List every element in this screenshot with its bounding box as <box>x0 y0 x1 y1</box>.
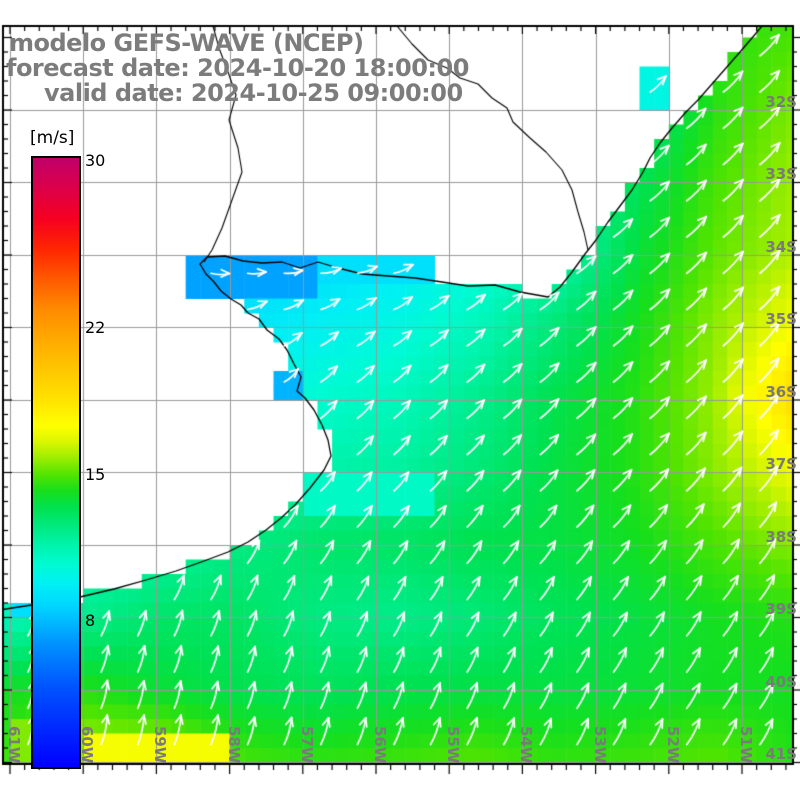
lat-label: 38S <box>765 528 797 546</box>
lon-label: 54W <box>517 726 535 764</box>
colorbar-tick-label: 22 <box>85 318 106 338</box>
colorbar-tick-label: 8 <box>85 610 96 630</box>
colorbar-tick-label: 30 <box>85 151 106 170</box>
colorbar <box>31 156 81 769</box>
forecast-date-line: forecast date: 2024-10-20 18:00:00 <box>6 54 469 82</box>
lat-label: 41S <box>765 745 797 763</box>
model-title: modelo GEFS-WAVE (NCEP) <box>9 29 364 57</box>
lon-label: 51W <box>737 726 755 764</box>
valid-date-line: valid date: 2024-10-25 09:00:00 <box>44 79 463 107</box>
lon-label: 58W <box>225 726 243 764</box>
lon-label: 55W <box>444 726 462 764</box>
lon-label: 56W <box>371 726 389 764</box>
lat-label: 40S <box>765 673 797 691</box>
colorbar-tick-label: 15 <box>85 464 106 484</box>
lon-label: 57W <box>298 726 316 764</box>
lat-label: 39S <box>765 600 797 618</box>
lon-label: 59W <box>151 726 169 764</box>
lat-label: 36S <box>765 383 797 401</box>
lat-label: 33S <box>765 165 797 183</box>
lat-label: 34S <box>765 238 797 256</box>
lat-label: 32S <box>765 93 797 111</box>
lat-label: 35S <box>765 310 797 328</box>
lon-label: 53W <box>591 726 609 764</box>
colorbar-unit-label: [m/s] <box>30 128 75 148</box>
lat-label: 37S <box>765 455 797 473</box>
lon-label: 52W <box>664 726 682 764</box>
lon-label: 61W <box>5 726 23 764</box>
